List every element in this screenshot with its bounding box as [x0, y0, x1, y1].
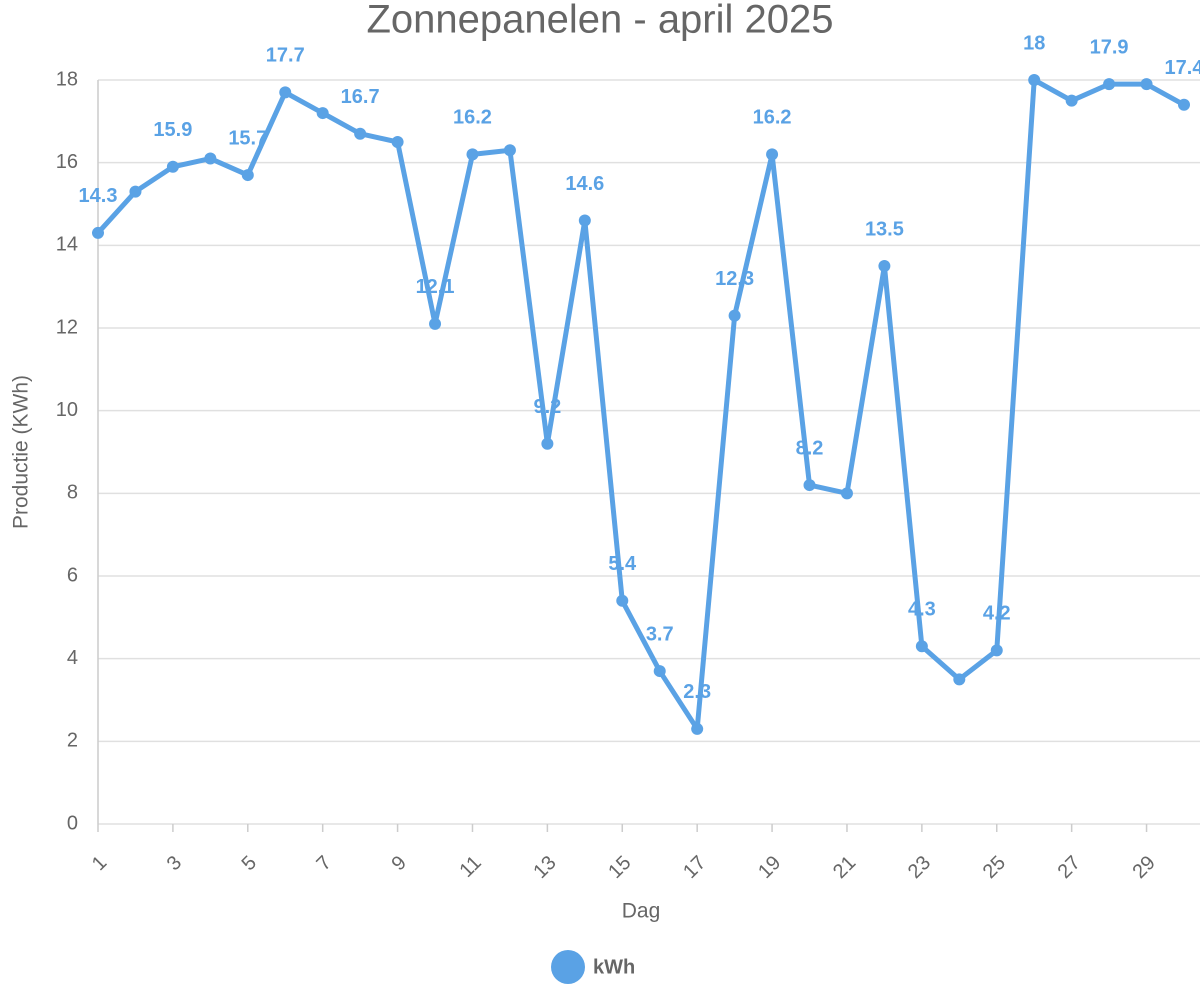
series-line [96, 77, 1186, 732]
data-point [878, 260, 891, 272]
data-label: 3.7 [646, 623, 674, 645]
x-tick-label: 23 [904, 852, 935, 883]
y-tick-label: 2 [67, 730, 78, 752]
chart-title: Zonnepanelen - april 2025 [366, 0, 833, 42]
data-label: 14.6 [565, 173, 604, 195]
y-tick-label: 14 [56, 234, 78, 256]
y-tick-label: 10 [56, 399, 78, 421]
y-tick-label: 6 [67, 564, 78, 586]
data-point [728, 309, 741, 322]
data-point [466, 148, 479, 161]
data-point [1065, 94, 1078, 107]
data-point [391, 136, 404, 148]
x-tick-label: 29 [1129, 852, 1160, 883]
data-point [279, 86, 292, 99]
data-label: 15.7 [228, 127, 267, 149]
data-point [166, 160, 179, 173]
data-label: 17.7 [266, 45, 305, 67]
x-tick-label: 25 [979, 852, 1010, 883]
x-tick-label: 5 [238, 852, 261, 875]
data-label: 17.9 [1090, 36, 1129, 58]
data-point [316, 107, 329, 120]
x-tick-label: 27 [1054, 852, 1085, 883]
data-label: 4.3 [908, 599, 936, 621]
data-point [766, 148, 779, 161]
data-label: 15.9 [153, 119, 192, 141]
y-tick-label: 8 [67, 482, 78, 504]
data-point [129, 185, 142, 198]
data-label: 5.4 [608, 553, 637, 575]
y-tick-label: 18 [56, 68, 78, 90]
data-label: 14.3 [79, 185, 118, 207]
data-point [1140, 78, 1153, 91]
data-point [578, 214, 591, 227]
y-axis-label: Productie (KWh) [10, 375, 33, 529]
data-point [915, 640, 928, 653]
legend-label: kWh [593, 956, 635, 978]
data-point [691, 722, 704, 735]
data-point [803, 479, 816, 492]
y-tick-label: 16 [56, 151, 78, 173]
y-tick-label: 4 [67, 647, 78, 669]
data-label: 8.2 [796, 437, 824, 459]
data-point [1178, 98, 1190, 111]
x-axis-label: Dag [622, 900, 661, 923]
data-label: 2.3 [683, 681, 711, 703]
data-label: 12.1 [416, 276, 455, 298]
data-point [840, 487, 853, 500]
data-label: 17.4 [1165, 57, 1200, 79]
data-point [92, 226, 104, 239]
data-point [429, 317, 442, 330]
x-tick-label: 7 [313, 852, 336, 875]
data-point [354, 127, 367, 140]
x-tick-label: 3 [163, 852, 186, 875]
x-tick-label: 17 [679, 852, 710, 883]
data-label: 16.2 [753, 107, 792, 129]
x-tick-label: 11 [456, 852, 486, 882]
x-tick-label: 21 [829, 852, 860, 883]
x-tick-label: 15 [604, 852, 635, 883]
data-point [503, 144, 516, 157]
y-tick-label: 12 [56, 316, 78, 338]
data-point [953, 673, 966, 686]
x-tick-label: 19 [754, 852, 785, 883]
data-point [204, 152, 217, 165]
data-point [1028, 74, 1041, 86]
x-tick-label: 13 [529, 852, 560, 883]
data-label: 12.3 [715, 268, 754, 290]
data-point [616, 594, 629, 607]
x-tick-label: 9 [387, 852, 410, 875]
data-label: 16.2 [453, 107, 492, 129]
data-label: 18 [1023, 32, 1045, 54]
data-label: 4.2 [983, 603, 1011, 625]
data-point [241, 169, 254, 182]
data-point [541, 437, 554, 450]
data-point [653, 665, 666, 678]
y-tick-label: 0 [67, 812, 78, 834]
x-tick-label: 1 [88, 852, 111, 875]
data-label: 9.2 [533, 396, 561, 418]
data-label: 16.7 [341, 86, 380, 108]
data-label: 13.5 [865, 218, 904, 240]
data-point [1103, 78, 1116, 91]
legend-marker [551, 950, 585, 984]
data-point [990, 644, 1003, 657]
